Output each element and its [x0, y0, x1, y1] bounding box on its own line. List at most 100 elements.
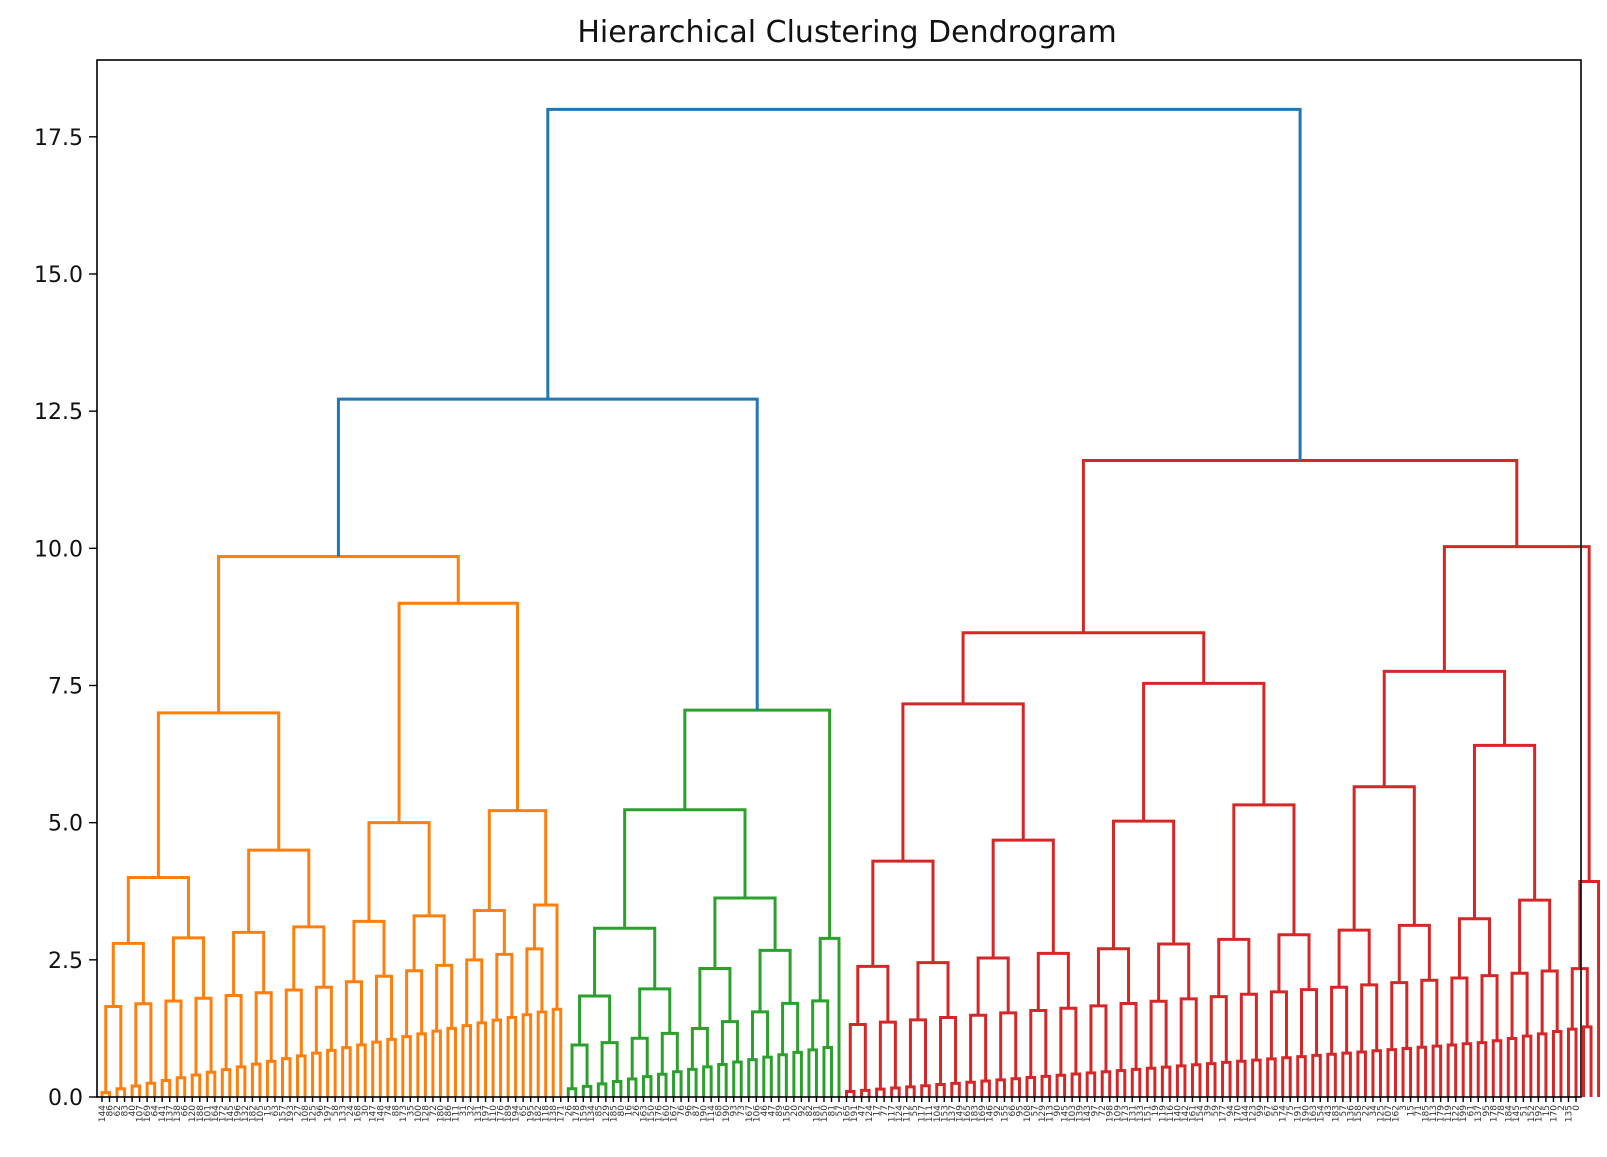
leaf-label: 160 — [662, 1105, 672, 1122]
leaf-label: 170 — [1549, 1105, 1559, 1122]
leaf-label: 182 — [534, 1105, 544, 1122]
dendrogram-link — [104, 1004, 123, 1093]
dendrogram-link — [611, 1079, 623, 1097]
dendrogram-link — [235, 1065, 247, 1097]
dendrogram-link — [856, 964, 890, 1025]
leaf-label: 190 — [722, 1105, 732, 1122]
leaf-label: 131 — [1128, 1105, 1138, 1122]
dendrogram-link — [626, 1077, 638, 1097]
dendrogram-link — [1356, 1050, 1367, 1097]
dendrogram-link — [536, 1010, 548, 1097]
dendrogram-link — [1115, 1069, 1127, 1097]
y-tick-label: 17.5 — [34, 126, 83, 151]
dendrogram-link — [976, 956, 1010, 1016]
leaf-label: 113 — [1429, 1105, 1439, 1122]
leaf-label: 181 — [812, 1105, 822, 1122]
leaf-label: 190 — [700, 1105, 710, 1122]
dendrogram-link — [1341, 1051, 1352, 1097]
dendrogram-link — [1119, 1002, 1138, 1071]
leaf-label: 47 — [767, 1105, 777, 1116]
dendrogram-link — [1431, 1044, 1443, 1097]
dendrogram-link — [461, 1024, 472, 1097]
leaf-label: 112 — [903, 1105, 913, 1122]
dendrogram-link — [623, 808, 747, 929]
leaf-label: 99 — [1256, 1105, 1266, 1117]
dendrogram-link — [356, 1043, 367, 1097]
dendrogram-link — [1337, 928, 1371, 988]
leaf-label: 73 — [737, 1105, 747, 1116]
leaf-label: 158 — [1354, 1105, 1364, 1122]
dendrogram-link — [386, 1037, 397, 1097]
leaf-label: 124 — [895, 1105, 905, 1122]
dendrogram-link — [476, 1021, 488, 1097]
leaf-label: 87 — [692, 1105, 702, 1116]
leaf-label: 64 — [151, 1105, 161, 1117]
leaf-label: 141 — [158, 1105, 168, 1122]
dendrogram-link — [638, 987, 672, 1039]
leaf-label: 80 — [617, 1105, 627, 1117]
leaf-label: 63 — [271, 1105, 281, 1116]
leaf-label: 117 — [918, 1105, 928, 1122]
leaf-label: 189 — [504, 1105, 514, 1122]
leaf-label: 191 — [1294, 1105, 1304, 1122]
dendrogram-link — [751, 1010, 770, 1060]
leaf-label: 123 — [1249, 1105, 1259, 1122]
leaf-label: 16 — [624, 1105, 634, 1117]
dendrogram-link — [596, 1082, 608, 1097]
leaf-label: 135 — [1564, 1105, 1574, 1122]
leaf-label: 144 — [1241, 1105, 1251, 1122]
dendrogram-link — [314, 985, 333, 1054]
leaf-label: 197 — [482, 1105, 492, 1122]
leaf-label: 83 — [121, 1105, 131, 1116]
leaf-label: 155 — [1000, 1105, 1010, 1122]
dendrogram-link — [446, 1026, 457, 1097]
dendrogram-link — [311, 1051, 322, 1097]
leaf-label: 167 — [670, 1105, 680, 1122]
leaf-label: 145 — [1061, 1105, 1071, 1122]
dendrogram-link — [1457, 917, 1492, 978]
leaf-label: 71 — [1414, 1105, 1424, 1116]
leaf-label: 27 — [294, 1105, 304, 1116]
dendrogram-link — [566, 1087, 578, 1097]
leaf-label: 65 — [519, 1105, 529, 1116]
leaf-label: 180 — [436, 1105, 446, 1122]
leaf-label: 31 — [459, 1105, 469, 1116]
leaf-label: 75 — [1286, 1105, 1296, 1116]
dendrogram-link — [232, 930, 266, 996]
dendrogram-link — [848, 1023, 867, 1092]
leaf-label: 140 — [1173, 1105, 1183, 1122]
dendrogram-link — [296, 1054, 307, 1097]
dendrogram-link — [720, 1020, 739, 1065]
leaf-label: 2 — [1557, 1105, 1567, 1111]
dendrogram-link — [521, 1013, 533, 1097]
leaf-label: 150 — [820, 1105, 830, 1122]
dendrogram-link — [352, 919, 386, 982]
leaf-label: 122 — [1452, 1105, 1462, 1122]
dendrogram-link — [435, 963, 454, 1032]
dendrogram-link — [371, 1040, 382, 1097]
dendrogram-link — [600, 1041, 619, 1084]
dendrogram-link — [1036, 951, 1070, 1011]
leaf-label: 107 — [1384, 1105, 1394, 1122]
leaf-label: 3 — [1399, 1105, 1409, 1111]
dendrogram-link — [1566, 1027, 1578, 1097]
leaf-label: 164 — [211, 1105, 221, 1122]
dendrogram-link — [532, 903, 559, 1010]
dendrogram-link — [205, 1070, 217, 1097]
y-axis: 0.0 2.5 5.0 7.5 10.0 12.5 15.0 17.5 — [34, 126, 97, 1111]
leaf-label: 77 — [880, 1105, 890, 1116]
leaf-label: 172 — [218, 1105, 228, 1122]
dendrogram-link — [1040, 1074, 1052, 1097]
dendrogram-link — [762, 1055, 773, 1097]
dendrogram-link — [1029, 1009, 1048, 1078]
dendrogram-link — [581, 1084, 593, 1097]
leaf-label: 136 — [1346, 1105, 1356, 1122]
dendrogram-link — [1055, 1073, 1067, 1097]
dendrogram-link — [860, 1088, 871, 1097]
dendrogram-link — [1401, 1046, 1413, 1097]
dendrogram-link — [1390, 981, 1409, 1050]
dendrogram-link — [991, 838, 1055, 959]
y-tick-label: 2.5 — [48, 949, 83, 974]
dendrogram-link — [690, 1026, 709, 1070]
